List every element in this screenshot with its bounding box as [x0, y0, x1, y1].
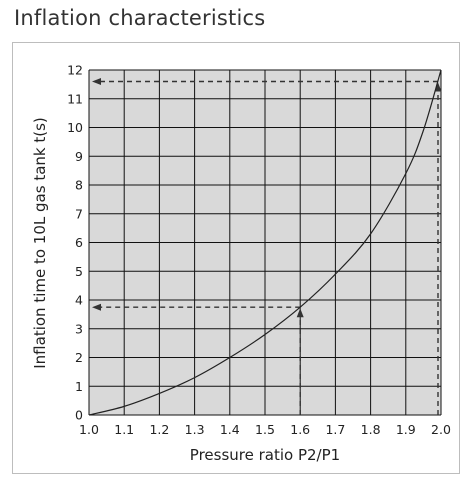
x-tick-label: 1.5: [255, 422, 275, 437]
chart-title: Inflation characteristics: [14, 6, 266, 30]
y-tick-label: 2: [75, 350, 83, 365]
x-tick-label: 1.1: [114, 422, 134, 437]
y-tick-label: 0: [75, 408, 83, 423]
y-tick-label: 10: [67, 120, 83, 135]
x-tick-label: 1.8: [361, 422, 381, 437]
x-tick-label: 1.4: [220, 422, 240, 437]
y-axis-label: Inflation time to 10L gas tank t(s): [31, 117, 49, 369]
y-tick-label: 9: [75, 149, 83, 164]
x-tick-label: 1.2: [149, 422, 169, 437]
x-tick-label: 2.0: [431, 422, 451, 437]
x-tick-label: 1.0: [79, 422, 99, 437]
x-axis-label: Pressure ratio P2/P1: [190, 446, 340, 464]
x-tick-label: 1.7: [325, 422, 345, 437]
y-tick-label: 4: [75, 293, 83, 308]
series-line-inflation-time: [89, 70, 441, 415]
y-tick-label: 8: [75, 178, 83, 193]
x-tick-label: 1.6: [290, 422, 310, 437]
y-tick-label: 3: [75, 321, 83, 336]
reference-guides: [92, 78, 442, 415]
x-tick-label: 1.3: [185, 422, 205, 437]
grid-lines: [88, 69, 442, 416]
y-tick-label: 11: [67, 91, 83, 106]
x-tick-labels: 1.0 1.1 1.2 1.3 1.4 1.5 1.6 1.7 1.8 1.9 2.0: [79, 422, 451, 437]
y-tick-label: 12: [67, 63, 83, 78]
arrow-up-icon: [296, 308, 304, 318]
y-tick-label: 7: [75, 206, 83, 221]
arrow-up-icon: [434, 82, 442, 92]
y-tick-label: 1: [75, 379, 83, 394]
x-tick-label: 1.9: [396, 422, 416, 437]
arrow-left-icon: [92, 78, 101, 85]
y-tick-label: 6: [75, 235, 83, 250]
y-tick-label: 5: [75, 264, 83, 279]
arrow-left-icon: [92, 303, 101, 311]
chart-frame: [12, 42, 460, 474]
